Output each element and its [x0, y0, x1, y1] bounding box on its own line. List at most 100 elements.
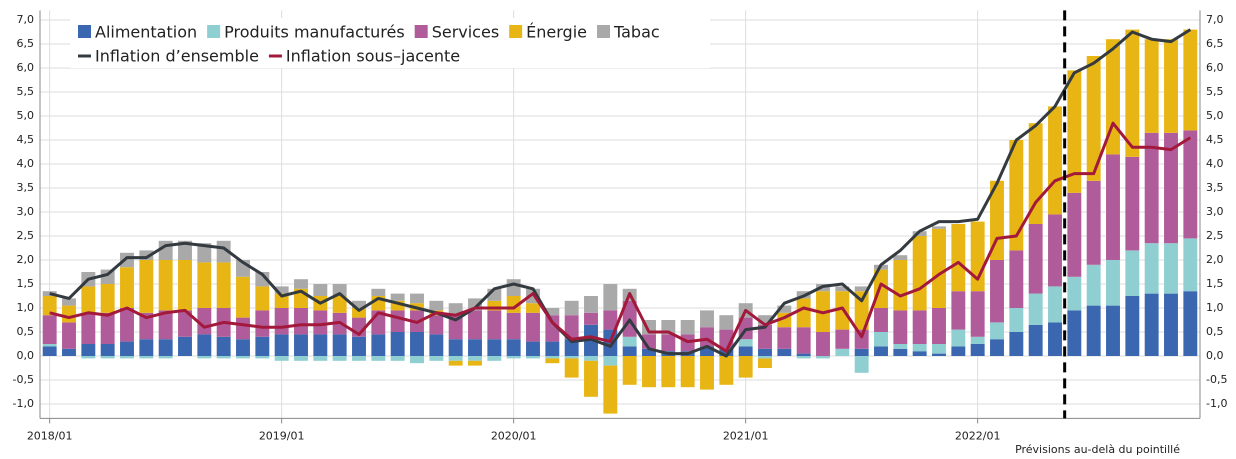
bar	[294, 308, 308, 335]
bar	[1067, 276, 1082, 311]
bar	[564, 300, 579, 316]
bar	[932, 308, 946, 344]
bar	[1009, 140, 1024, 251]
bar	[139, 356, 154, 359]
bar	[332, 356, 347, 361]
bar	[410, 356, 424, 364]
bar	[545, 358, 560, 364]
bar	[854, 356, 869, 373]
bar	[642, 356, 656, 388]
bar	[951, 346, 966, 356]
y-tick-label: -0,5	[13, 373, 34, 386]
bar	[100, 356, 115, 359]
x-tick-label: 2019/01	[259, 429, 305, 442]
bar	[816, 356, 830, 359]
bar	[584, 360, 598, 397]
bar	[139, 312, 154, 340]
bar	[951, 329, 966, 347]
bar	[448, 339, 463, 356]
bar	[236, 317, 250, 340]
bar	[1144, 293, 1159, 356]
bar	[506, 279, 521, 296]
legend-swatch	[78, 25, 91, 38]
bar	[777, 305, 792, 313]
bar	[835, 348, 850, 356]
bar	[738, 346, 753, 356]
legend-label: Produits manufacturés	[224, 23, 405, 42]
bar	[390, 310, 405, 332]
line	[49, 121, 1192, 353]
bar	[197, 262, 212, 308]
bar	[294, 334, 308, 356]
bar	[680, 356, 695, 388]
bar	[487, 310, 502, 340]
bar	[371, 356, 386, 361]
bar	[236, 276, 250, 318]
bar	[158, 310, 173, 340]
bar	[603, 365, 618, 414]
bar	[468, 360, 482, 366]
bar	[951, 291, 966, 330]
bar	[468, 310, 482, 340]
bar	[738, 339, 753, 347]
bar	[603, 284, 618, 311]
x-tick-label: 2018/01	[27, 429, 73, 442]
bar	[332, 284, 347, 296]
y-tick-label: 3,0	[17, 205, 35, 218]
y2-tick-label: 1,0	[1206, 301, 1224, 314]
legend-swatch	[207, 25, 221, 38]
bar	[294, 279, 308, 289]
bar	[893, 255, 908, 260]
y2-tick-label: 6,5	[1206, 37, 1224, 50]
bar	[545, 308, 560, 316]
bar	[1144, 132, 1159, 244]
bar	[1028, 324, 1043, 356]
bar	[506, 356, 521, 359]
bar	[584, 296, 598, 313]
bar	[197, 356, 212, 359]
bar	[62, 348, 76, 356]
bar	[178, 240, 192, 260]
bar	[951, 224, 966, 292]
bar	[255, 286, 270, 311]
bar	[120, 267, 134, 308]
bar	[1183, 29, 1198, 131]
bar	[81, 312, 96, 344]
legend-label: Inflation sous–jacente	[286, 47, 460, 66]
bar	[468, 339, 482, 356]
bar	[120, 356, 134, 359]
bar	[564, 358, 579, 378]
bar	[893, 260, 908, 311]
bar	[1009, 250, 1024, 308]
bar	[990, 260, 1004, 323]
bar	[81, 286, 96, 313]
y-tick-label: 4,5	[17, 133, 35, 146]
bar	[1086, 180, 1101, 265]
bar	[912, 236, 927, 311]
y2-tick-label: -0,5	[1206, 373, 1227, 386]
bar	[1164, 243, 1178, 294]
bar	[313, 356, 328, 361]
x-tick-label: 2021/01	[723, 429, 769, 442]
bar	[777, 348, 792, 356]
bar	[854, 348, 869, 356]
bar	[1144, 243, 1159, 294]
bar	[390, 332, 405, 356]
bar	[796, 356, 811, 359]
note: Prévisions au-delà du pointillé	[1015, 443, 1180, 456]
bar	[274, 356, 289, 361]
bar	[1067, 192, 1082, 277]
bar	[622, 356, 637, 385]
bar	[603, 310, 618, 330]
bar	[874, 332, 888, 347]
bar	[526, 341, 540, 356]
bar	[255, 272, 270, 287]
bar	[158, 356, 173, 359]
y-tick-label: 4,0	[17, 157, 35, 170]
bar	[526, 356, 540, 359]
bar	[564, 339, 579, 356]
bar	[874, 308, 888, 332]
bar	[1125, 29, 1140, 157]
bar	[390, 356, 405, 361]
y-tick-label: 5,5	[17, 85, 35, 98]
